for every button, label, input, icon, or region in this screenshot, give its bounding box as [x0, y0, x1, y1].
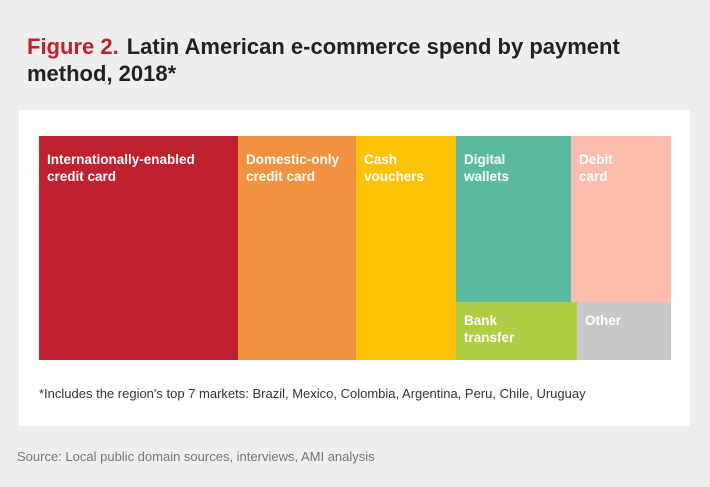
treemap-label-digital-wallets: Digital wallets — [464, 152, 510, 184]
chart-title-text: Latin American e-commerce spend by payme… — [27, 34, 620, 86]
footnote: *Includes the region's top 7 markets: Br… — [39, 386, 586, 401]
treemap: Internationally-enabled credit card Domes… — [39, 136, 671, 360]
treemap-label-other: Other — [585, 313, 622, 328]
treemap-label-intl-credit: Internationally-enabled credit card — [47, 152, 195, 184]
treemap-cell-other: Other — [577, 302, 671, 360]
treemap-label-domestic-credit: Domestic-only credit card — [246, 152, 340, 184]
treemap-cell-cash-vouchers: Cash vouchers — [356, 136, 456, 360]
treemap-label-bank-transfer: Bank transfer — [464, 313, 515, 345]
source-note: Source: Local public domain sources, int… — [17, 449, 375, 464]
chart-card: Internationally-enabled credit card Domes… — [19, 110, 690, 426]
treemap-cell-bank-transfer: Bank transfer — [456, 302, 577, 360]
treemap-label-debit-card: Debit card — [579, 152, 613, 184]
treemap-cell-digital-wallets: Digital wallets — [456, 136, 571, 302]
treemap-cell-intl-credit: Internationally-enabled credit card — [39, 136, 238, 360]
treemap-cell-domestic-credit: Domestic-only credit card — [238, 136, 356, 360]
treemap-label-cash-vouchers: Cash vouchers — [364, 152, 425, 184]
figure-label: Figure 2. — [27, 34, 119, 59]
treemap-cell-debit-card: Debit card — [571, 136, 671, 302]
chart-title: Figure 2. Latin American e-commerce spend… — [27, 33, 710, 87]
